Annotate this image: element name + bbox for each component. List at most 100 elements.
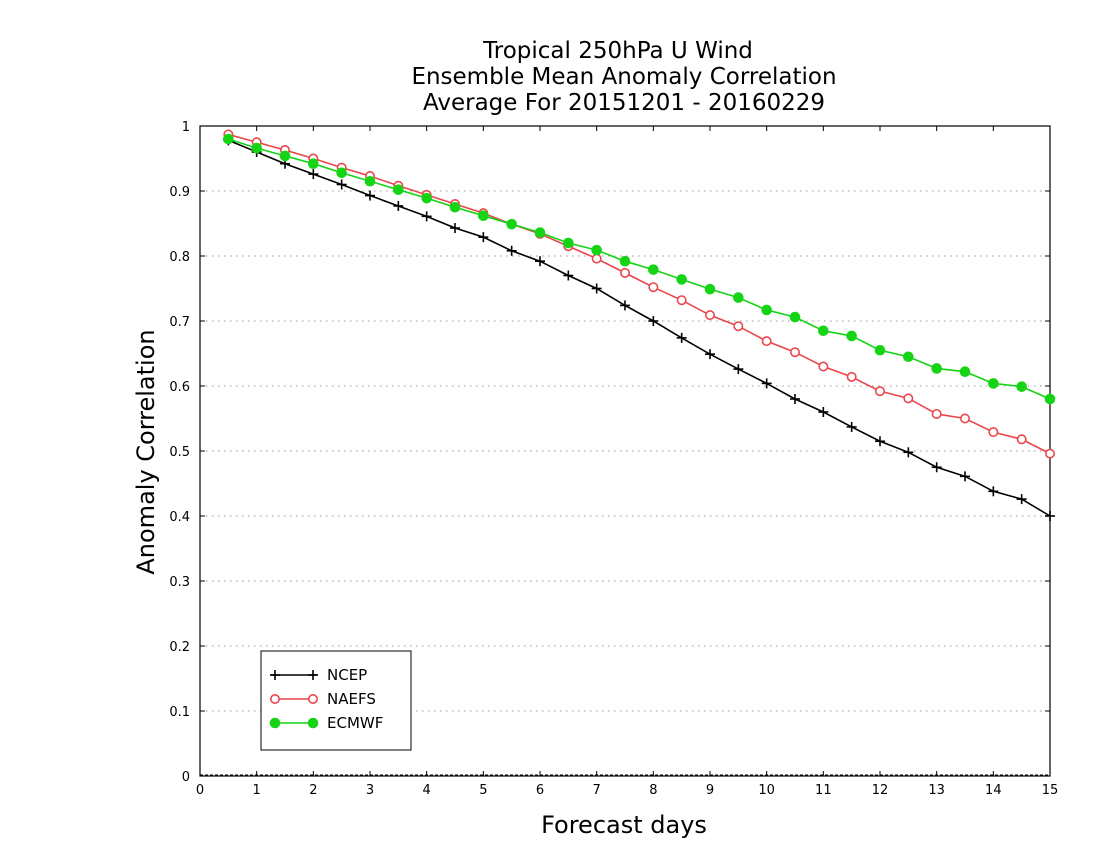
legend-label-ecmwf: ECMWF [327, 714, 383, 732]
data-point-ncep [988, 486, 999, 497]
data-point-ecmwf [364, 175, 376, 187]
data-point-ncep [676, 332, 687, 343]
x-tick-label: 9 [706, 783, 714, 798]
series-ncep [223, 135, 1055, 521]
data-point-ecmwf [874, 344, 886, 356]
y-tick-label: 1 [182, 120, 190, 135]
data-point-naefs [931, 408, 942, 419]
data-point-ecmwf [534, 227, 546, 238]
data-point-ecmwf [393, 184, 404, 195]
data-point-naefs [959, 413, 970, 424]
legend-marker-ncep [270, 670, 280, 680]
data-point-ecmwf [1016, 381, 1027, 392]
series-line-naefs [228, 133, 1051, 455]
data-point-ncep [960, 471, 970, 482]
legend-label-naefs: NAEFS [327, 690, 376, 708]
data-point-naefs [903, 393, 914, 404]
legend-marker-ncep [308, 670, 318, 680]
x-tick-label: 7 [593, 783, 601, 798]
data-point-ncep [790, 394, 800, 404]
data-point-ncep [931, 462, 942, 473]
data-point-ncep [846, 421, 857, 432]
data-point-naefs [1045, 448, 1056, 459]
data-point-naefs [988, 427, 999, 438]
y-tick-label: 0.9 [169, 185, 190, 200]
data-point-ecmwf [676, 274, 687, 285]
x-tick-label: 6 [536, 783, 544, 798]
data-point-naefs [676, 295, 687, 306]
title-line-1: Tropical 250hPa U Wind [482, 38, 753, 64]
data-point-ecmwf [223, 133, 234, 145]
x-tick-label: 12 [872, 783, 889, 798]
series-lines [223, 129, 1056, 521]
legend-entry-naefs: NAEFS [269, 690, 376, 708]
data-point-ncep [336, 179, 347, 190]
data-point-naefs [704, 310, 715, 321]
data-point-ncep [591, 283, 602, 294]
y-axis-label: Anomaly Correlation [132, 329, 160, 574]
data-point-ncep [563, 270, 574, 281]
y-tick-label: 0.5 [169, 445, 190, 460]
data-point-naefs [733, 321, 744, 332]
y-tick-label: 0.2 [169, 640, 190, 655]
data-point-naefs [1016, 434, 1027, 445]
y-tick-label: 0 [182, 770, 190, 785]
data-point-ecmwf [449, 201, 461, 213]
legend-marker-naefs [307, 693, 318, 704]
data-point-ncep [421, 211, 432, 222]
data-point-ecmwf [506, 218, 517, 230]
data-point-ecmwf [279, 150, 291, 162]
data-point-ncep [450, 223, 460, 234]
data-point-ecmwf [591, 244, 602, 256]
title-line-2: Ensemble Mean Anomaly Correlation [411, 64, 836, 90]
x-tick-label: 1 [253, 783, 261, 798]
data-point-ecmwf [761, 304, 772, 316]
legend-entry-ncep: NCEP [270, 666, 367, 684]
data-point-naefs [761, 336, 772, 347]
data-point-naefs [818, 361, 829, 372]
series-naefs [223, 129, 1056, 459]
data-point-naefs [591, 253, 602, 264]
legend-label-ncep: NCEP [327, 666, 367, 684]
legend-marker-naefs [269, 693, 280, 704]
data-point-ncep [705, 349, 715, 360]
y-tick-label: 0.3 [169, 575, 190, 590]
x-tick-label: 3 [366, 783, 374, 798]
data-point-ecmwf [959, 366, 971, 378]
x-tick-label: 2 [309, 783, 317, 798]
x-tick-label: 0 [196, 783, 204, 798]
data-point-ecmwf [648, 264, 659, 275]
legend-marker-ecmwf [307, 717, 319, 729]
legend-entries: NCEP NAEFS ECMWF [269, 666, 383, 732]
data-point-ecmwf [336, 167, 347, 179]
data-point-ecmwf [846, 330, 857, 342]
data-point-ncep [506, 245, 517, 256]
legend-marker-ecmwf [269, 717, 281, 729]
chart-title: Tropical 250hPa U Wind Ensemble Mean Ano… [411, 38, 836, 116]
data-point-ncep [393, 200, 404, 211]
data-point-ncep [818, 407, 829, 417]
legend: NCEP NAEFS ECMWF [260, 650, 412, 751]
data-point-ecmwf [733, 292, 744, 303]
data-point-ncep [478, 232, 489, 243]
legend-box [260, 650, 412, 751]
data-point-naefs [874, 386, 885, 397]
data-point-ecmwf [421, 192, 432, 204]
data-point-ecmwf [988, 378, 999, 389]
data-point-ecmwf [931, 363, 942, 374]
data-point-ncep [620, 300, 630, 311]
title-line-3: Average For 20151201 - 20160229 [423, 90, 825, 116]
data-point-ecmwf [619, 255, 631, 267]
data-point-ecmwf [251, 142, 262, 154]
data-point-naefs [619, 267, 630, 278]
data-point-ncep [761, 378, 772, 389]
data-point-naefs [846, 371, 857, 382]
data-point-ecmwf [563, 237, 574, 249]
data-point-ncep [1016, 494, 1027, 505]
x-tick-label: 5 [479, 783, 487, 798]
data-point-ecmwf [789, 311, 801, 323]
data-point-ecmwf [818, 325, 829, 337]
data-point-ncep [535, 256, 545, 267]
data-point-ecmwf [1044, 393, 1056, 405]
